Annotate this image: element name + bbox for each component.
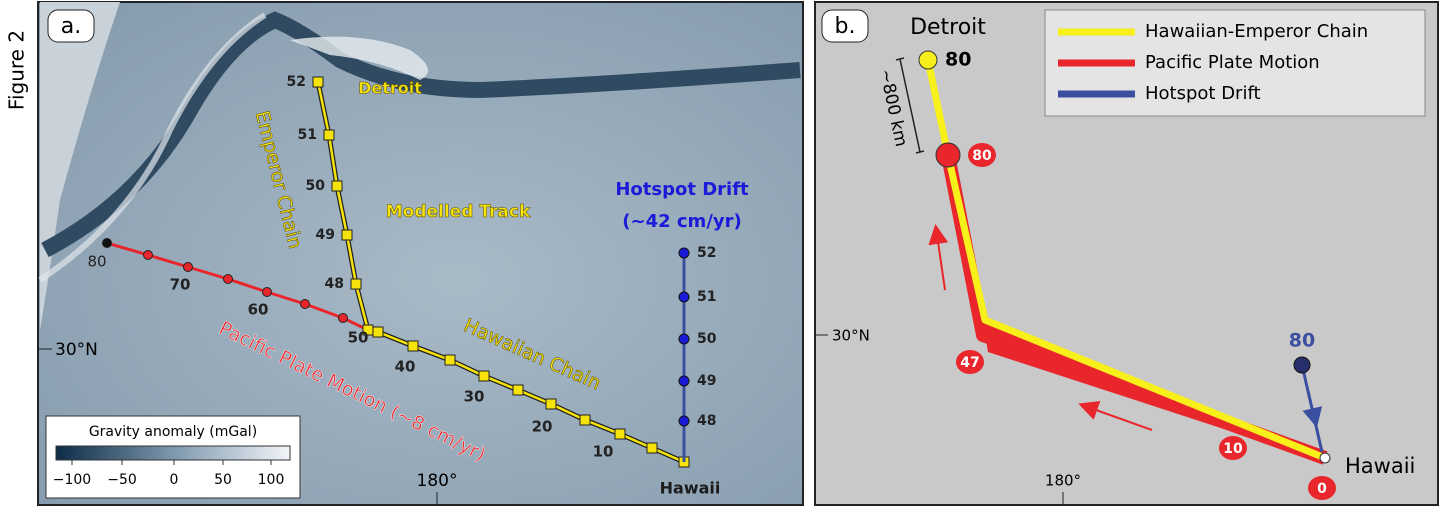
chain-track: [316, 81, 685, 464]
plate-point: [338, 313, 348, 323]
figure-label: Figure 2: [5, 30, 29, 110]
drift-rate: (~42 cm/yr): [622, 211, 741, 232]
hotspot-position: [1293, 356, 1311, 374]
age-badge: [1219, 436, 1247, 460]
age-label: 52: [287, 74, 306, 90]
seamount: [512, 384, 524, 396]
latitude-label: 30°N: [55, 340, 98, 360]
age-label: 49: [316, 227, 335, 243]
seamount: [372, 326, 384, 338]
age-label: 0: [1317, 481, 1327, 497]
seamount: [312, 76, 324, 88]
age-label: 51: [697, 289, 716, 305]
place-label: Detroit: [358, 79, 422, 98]
seamount: [341, 229, 353, 241]
age-label: 49: [697, 373, 716, 389]
drift-arrow: [1302, 389, 1323, 428]
land: [40, 2, 120, 330]
age-label: 60: [248, 301, 269, 319]
panel-label: b.: [835, 14, 856, 39]
age-label: 10: [1223, 441, 1243, 457]
age-label: 47: [960, 355, 979, 371]
seamount: [918, 50, 938, 70]
age-badge: [968, 143, 996, 167]
age-label: 40: [395, 358, 416, 376]
track-label: Modelled Track: [386, 202, 531, 222]
age-label: 80: [87, 253, 106, 271]
age-label: 20: [532, 418, 553, 436]
seamount: [323, 129, 335, 141]
legend-label: Pacific Plate Motion: [1145, 52, 1320, 73]
panel-b: b. Hawaiian-Emperor Chain Pacific Plate M…: [814, 1, 1439, 506]
seamount: [646, 442, 658, 454]
panel-label: a.: [61, 14, 81, 39]
scale-bar: [895, 57, 925, 154]
place-label: Hawaii: [1345, 454, 1415, 478]
plate-point: [300, 299, 310, 309]
legend-label: Hawaiian-Emperor Chain: [1145, 21, 1368, 42]
age-badge: [1308, 476, 1336, 500]
age-label: 30: [464, 388, 485, 406]
ridge: [290, 36, 428, 80]
plate-point: [183, 262, 193, 272]
drift-point: [678, 375, 690, 387]
ridge: [38, 12, 267, 283]
plate-position: [935, 142, 961, 168]
age-label: 51: [298, 127, 317, 143]
age-label: 48: [697, 413, 716, 429]
plate-track: [106, 241, 369, 332]
place-label: Hawaii: [660, 479, 721, 498]
age-label: 50: [306, 178, 326, 194]
seamount: [478, 370, 490, 382]
motion-arrow: [928, 224, 949, 291]
place-label: Detroit: [910, 15, 986, 40]
plate-point: [223, 274, 233, 284]
longitude-label: 180°: [417, 471, 458, 491]
plate-point: [143, 250, 153, 260]
age-label: 70: [170, 276, 191, 294]
panel-label-box: [47, 9, 95, 43]
age-label: 50: [697, 331, 717, 347]
age-label: 10: [593, 443, 614, 461]
plate-point: [102, 238, 112, 248]
age-label: 52: [697, 245, 716, 261]
colorbar-tick-label: 0: [170, 472, 179, 488]
colorbar-tick-label: −100: [53, 472, 91, 488]
age-label: 80: [945, 49, 971, 71]
chain-path: [924, 59, 1327, 462]
seamount: [350, 278, 362, 290]
drift-point: [678, 247, 690, 259]
panel-label-box: [821, 9, 869, 43]
colorbar-tick-label: 50: [214, 472, 232, 488]
colorbar-tick-label: 100: [258, 472, 285, 488]
plate-point: [262, 287, 272, 297]
drift-point: [678, 291, 690, 303]
seamount: [407, 340, 419, 352]
seamount: [579, 414, 591, 426]
age-label: 80: [972, 148, 992, 164]
colorbar-title: Gravity anomaly (mGal): [89, 424, 257, 440]
drift-point: [678, 415, 690, 427]
age-label: 80: [1289, 330, 1315, 352]
drift-point: [678, 333, 690, 345]
colorbar: [55, 445, 291, 461]
age-label: 50: [348, 329, 369, 347]
age-badge: [956, 350, 984, 374]
seamount: [331, 180, 343, 192]
latitude-label: 30°N: [832, 327, 870, 345]
hotspot: [1319, 452, 1331, 464]
drift-label: Hotspot Drift: [615, 179, 749, 200]
longitude-label: 180°: [1045, 472, 1081, 490]
seamount: [444, 354, 456, 366]
motion-arrow: [1078, 400, 1153, 431]
seamount: [614, 428, 626, 440]
colorbar-tick-label: −50: [107, 472, 137, 488]
legend-label: Hotspot Drift: [1145, 83, 1261, 104]
age-label: 48: [325, 276, 344, 292]
seamount: [545, 398, 557, 410]
